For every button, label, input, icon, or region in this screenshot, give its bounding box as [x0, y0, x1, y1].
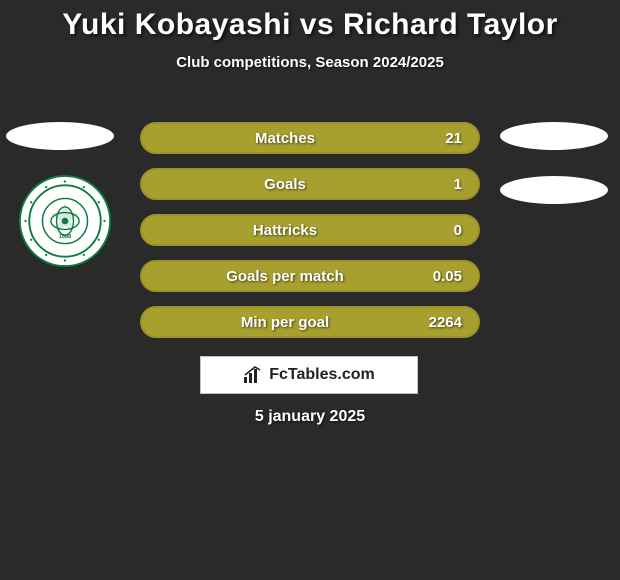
stat-value: 21	[412, 130, 462, 147]
stat-value: 0	[412, 222, 462, 239]
stat-value: 2264	[412, 314, 462, 331]
svg-text:1888: 1888	[59, 234, 72, 240]
brand-text: FcTables.com	[269, 366, 375, 384]
stat-label: Goals per match	[158, 268, 412, 285]
stat-row: Min per goal2264	[140, 306, 480, 338]
stat-label: Goals	[158, 176, 412, 193]
chart-icon	[243, 365, 263, 385]
left-pill	[6, 122, 114, 150]
page-title: Yuki Kobayashi vs Richard Taylor	[0, 8, 620, 42]
stat-row: Goals per match0.05	[140, 260, 480, 292]
stat-label: Min per goal	[158, 314, 412, 331]
club-badge: 1888	[18, 174, 112, 268]
right-pill-2	[500, 176, 608, 204]
date-text: 5 january 2025	[0, 408, 620, 426]
stat-row: Goals1	[140, 168, 480, 200]
right-pill-1	[500, 122, 608, 150]
stat-label: Matches	[158, 130, 412, 147]
stat-row: Matches21	[140, 122, 480, 154]
stat-value: 0.05	[412, 268, 462, 285]
stat-label: Hattricks	[158, 222, 412, 239]
subtitle: Club competitions, Season 2024/2025	[0, 54, 620, 71]
brand-box: FcTables.com	[200, 356, 418, 394]
stats-panel: Matches21 Goals1 Hattricks0 Goals per match…	[140, 122, 480, 352]
stat-row: Hattricks0	[140, 214, 480, 246]
stat-value: 1	[412, 176, 462, 193]
